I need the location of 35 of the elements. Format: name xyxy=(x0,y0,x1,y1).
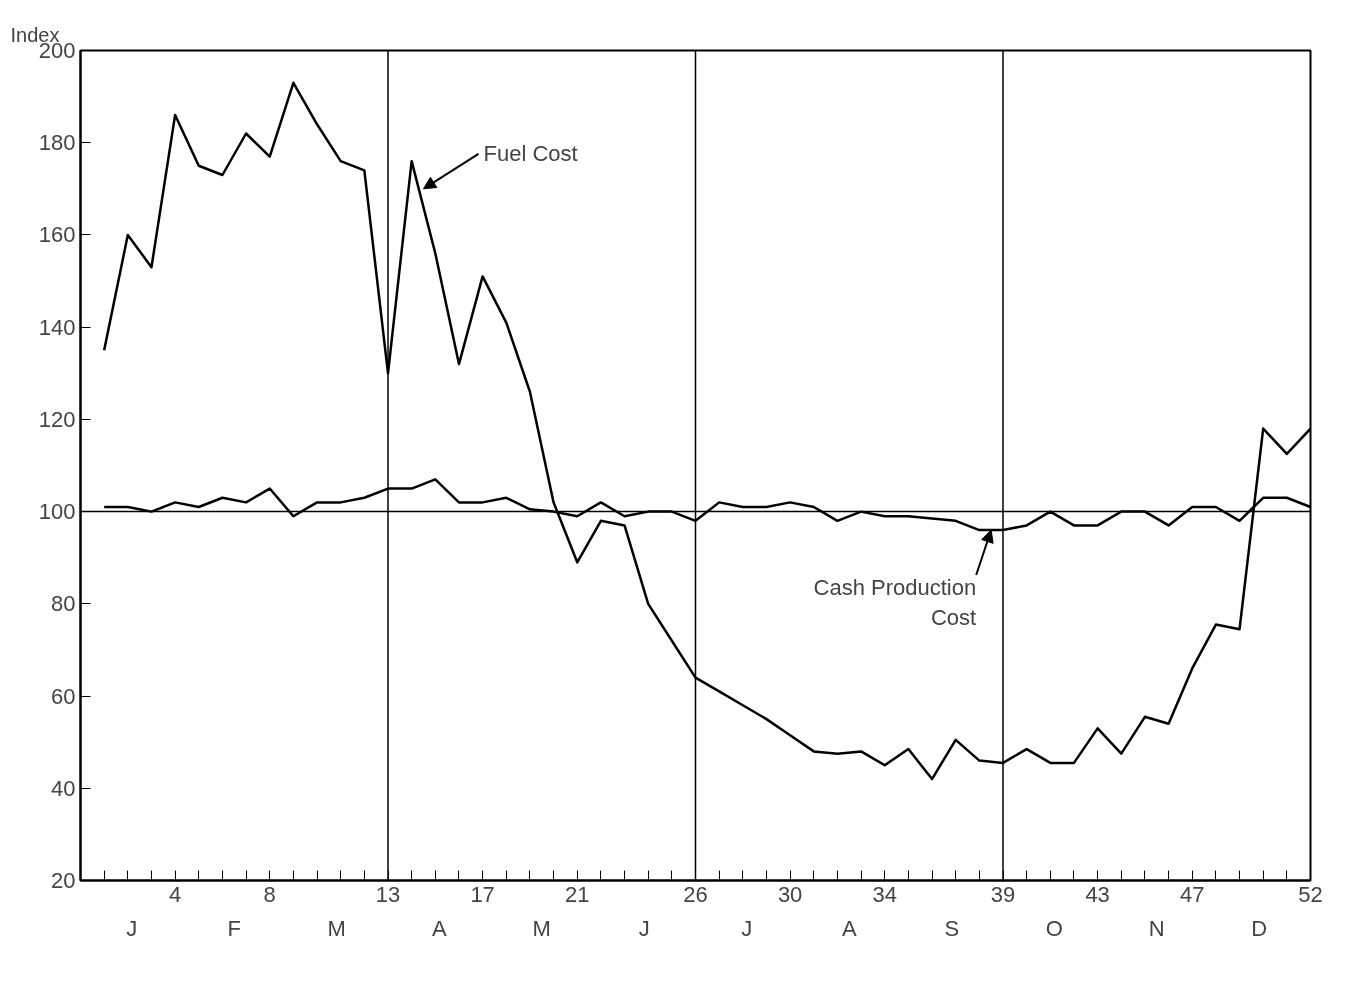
y-tick-label: 180 xyxy=(38,130,76,156)
text: O xyxy=(1045,915,1063,941)
y-tick-label: 60 xyxy=(51,683,76,709)
text: A xyxy=(841,915,857,941)
x-tick-label: 47 xyxy=(1180,881,1205,907)
y-tick-label: 40 xyxy=(51,775,76,801)
text: A xyxy=(431,915,447,941)
annotation: Fuel Cost xyxy=(483,141,578,167)
text: J xyxy=(741,915,753,941)
x-tick-label: 17 xyxy=(470,881,495,907)
x-tick-label: 21 xyxy=(565,881,590,907)
x-tick-label: 43 xyxy=(1085,881,1110,907)
y-tick-label: 140 xyxy=(38,314,76,340)
text: D xyxy=(1251,915,1268,941)
x-tick-label: 30 xyxy=(777,881,803,907)
x-tick-label: 34 xyxy=(872,881,897,907)
text: J xyxy=(126,915,138,941)
annotation: Cash Production Cost xyxy=(813,575,977,631)
y-tick-label: 120 xyxy=(38,406,76,432)
x-tick-label: 26 xyxy=(683,881,708,907)
x-tick-label: 4 xyxy=(169,881,182,907)
y-tick-label: 160 xyxy=(38,222,76,248)
text: F xyxy=(227,915,241,941)
x-tick-label: 52 xyxy=(1298,881,1323,907)
text: M xyxy=(327,915,346,941)
text: M xyxy=(532,915,551,941)
text: J xyxy=(638,915,650,941)
text: N xyxy=(1148,915,1165,941)
y-tick-label: 100 xyxy=(38,499,76,525)
y-tick-label: 80 xyxy=(51,591,76,617)
text: S xyxy=(944,915,960,941)
y-tick-label: 20 xyxy=(51,868,76,893)
x-tick-label: 39 xyxy=(990,881,1016,907)
x-tick-label: 8 xyxy=(263,881,276,907)
x-tick-label: 13 xyxy=(375,881,401,907)
